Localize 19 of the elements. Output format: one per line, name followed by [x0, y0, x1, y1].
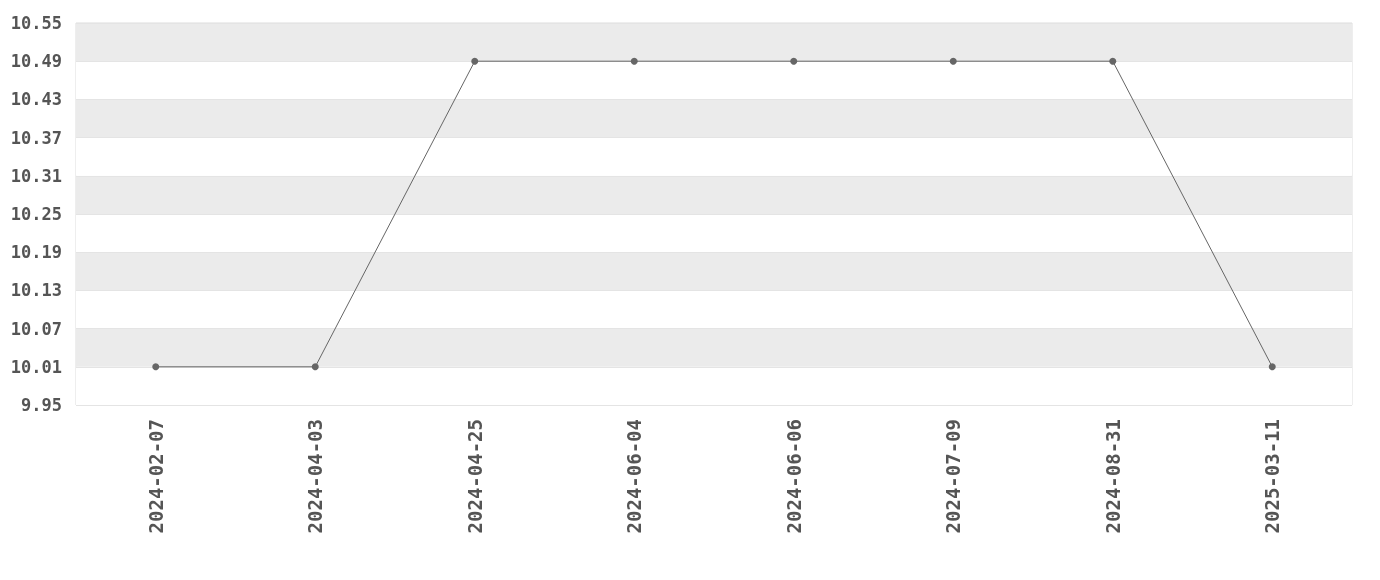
y-tick-label: 10.49 — [10, 51, 62, 72]
y-tick-label: 10.07 — [10, 318, 62, 339]
x-tick-label: 2024-04-25 — [463, 419, 486, 534]
y-tick-label: 10.25 — [10, 204, 62, 224]
x-tick-label: 2025-03-11 — [1261, 419, 1284, 534]
y-tick-label: 10.55 — [10, 13, 62, 33]
y-tick-label: 10.37 — [10, 127, 62, 148]
y-tick-label: 9.95 — [21, 395, 62, 415]
x-tick-label: 2024-06-06 — [782, 419, 805, 534]
x-tick-label: 2024-04-03 — [304, 419, 327, 534]
x-tick-label: 2024-08-31 — [1101, 419, 1124, 534]
y-tick-label: 10.43 — [10, 89, 62, 110]
y-tick-label: 10.13 — [10, 280, 62, 301]
y-tick-label: 10.01 — [10, 356, 62, 377]
x-tick-label: 2024-06-04 — [623, 419, 646, 534]
x-tick-label: 2024-02-07 — [144, 419, 167, 534]
x-tick-label: 2024-07-09 — [942, 419, 965, 534]
y-tick-label: 10.31 — [10, 165, 62, 186]
y-tick-label: 10.19 — [10, 242, 62, 263]
